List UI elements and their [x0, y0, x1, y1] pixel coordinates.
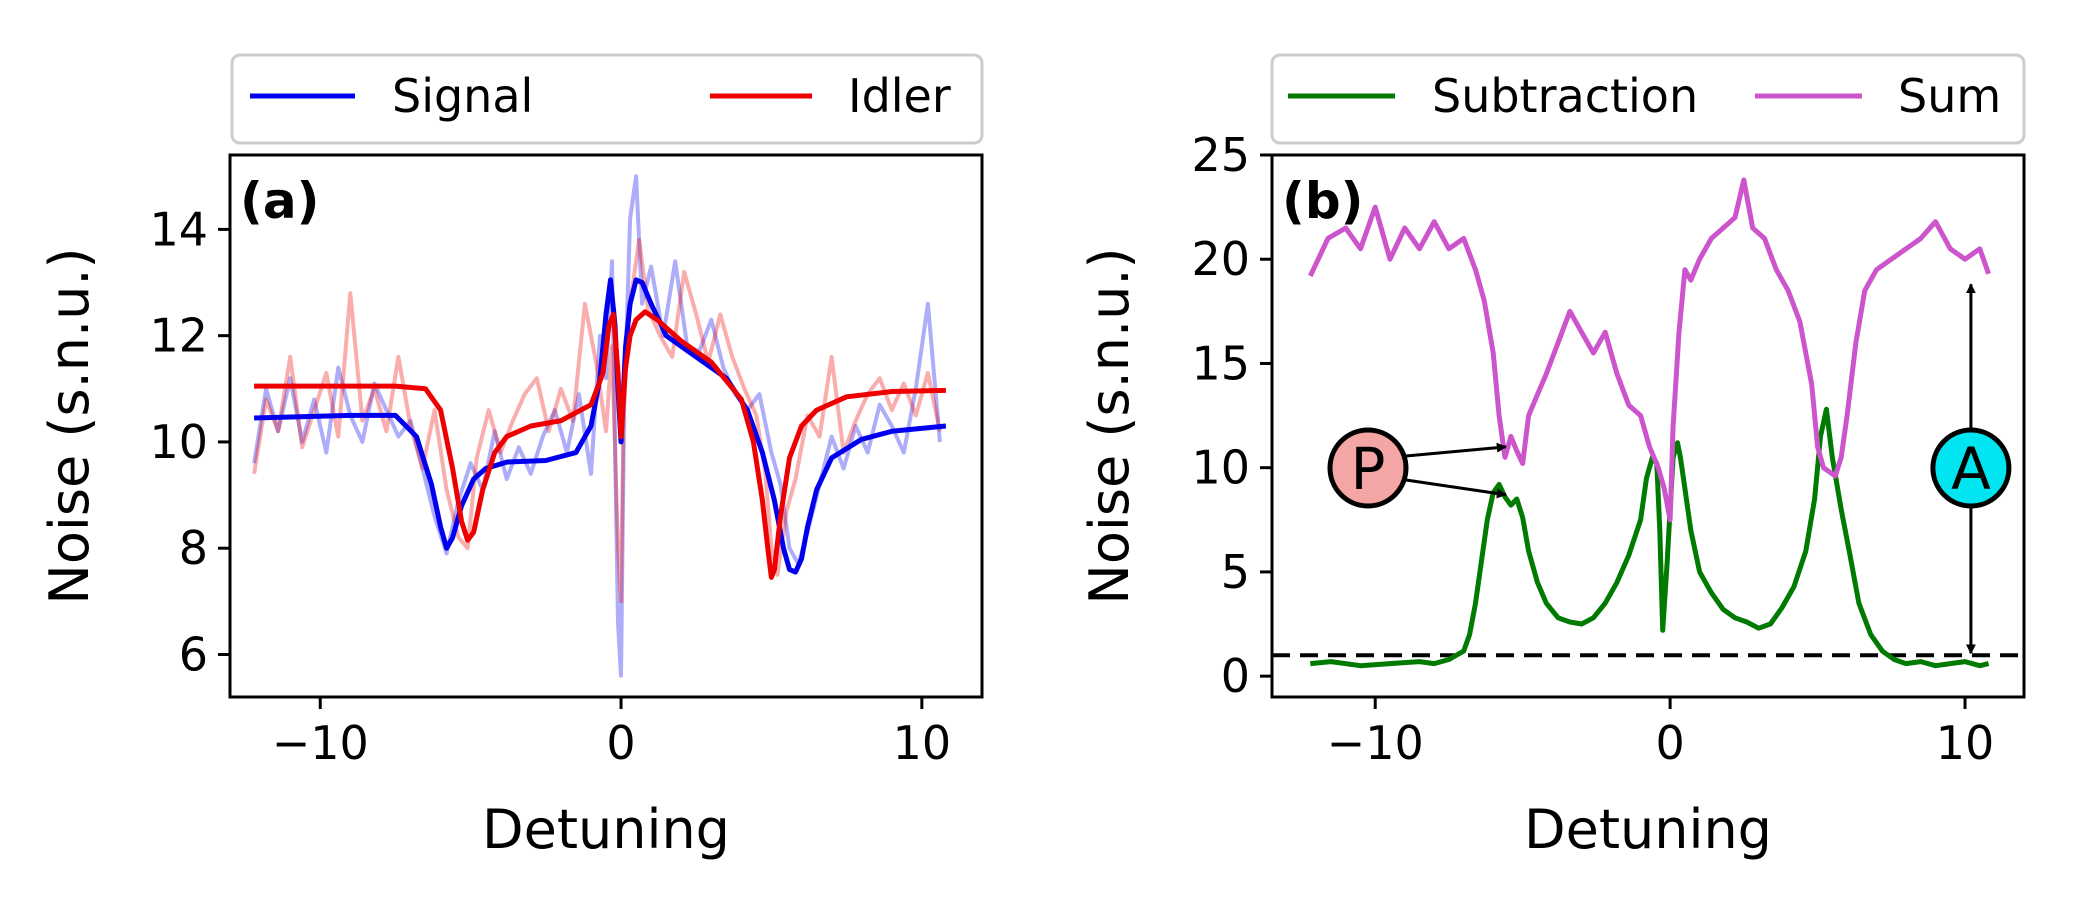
panel-b-axes-frame: [1270, 153, 2026, 699]
panel-b-ticks: −10 0 10 0 5 10 15 20 25: [1191, 128, 1994, 770]
legend-sum-label: Sum: [1898, 69, 2001, 123]
legend-idler-label: Idler: [848, 69, 951, 123]
annotation-a-label: A: [1951, 435, 1991, 503]
panel-a-x-tick-label: 10: [893, 716, 952, 770]
panel-a-x-tick-label: 0: [606, 716, 635, 770]
panel-b-y-tick-label: 10: [1191, 441, 1250, 495]
panel-b-y-tick-label: 25: [1191, 128, 1250, 182]
panel-a-x-tick-label: −10: [272, 716, 369, 770]
panel-a-y-tick-label: 8: [179, 521, 208, 575]
panel-a-series-signal-data: [252, 174, 942, 678]
panel-a-plot-area: [252, 174, 947, 678]
panel-b-y-tick-label: 20: [1191, 232, 1250, 286]
panel-a-legend: Signal Idler: [230, 53, 984, 145]
legend-signal-label: Signal: [392, 69, 533, 123]
legend-subtraction-label: Subtraction: [1432, 69, 1698, 123]
panel-b-y-label: Noise (s.n.u.): [1078, 247, 1141, 604]
panel-a-legend-box: [230, 53, 984, 145]
annotation-p-arrow: [1405, 478, 1507, 499]
panel-b-x-tick-label: 10: [1936, 716, 1995, 770]
annotation-p-circle: [1327, 427, 1409, 509]
panel-b-x-tick-label: −10: [1327, 716, 1424, 770]
panel-a-y-tick-label: 14: [149, 202, 208, 256]
annotation-p-arrow: [1405, 442, 1507, 458]
panel-b-plot-area: [1272, 177, 2024, 669]
panel-b-x-label: Detuning: [1524, 798, 1772, 861]
panel-b-y-tick-label: 5: [1221, 545, 1250, 599]
panel-a-y-label: Noise (s.n.u.): [38, 247, 101, 604]
panel-a-axes-frame: [228, 153, 984, 699]
panel-b-series-sum: [1308, 177, 1991, 523]
panel-b-y-tick-label: 0: [1221, 649, 1250, 703]
annotation-p-label: P: [1351, 435, 1386, 503]
panel-a-series-idler: [254, 309, 946, 580]
panel-b-x-tick-label: 0: [1655, 716, 1684, 770]
panel-b-series-subtraction: [1310, 406, 1990, 669]
panel-b-legend-box: [1270, 53, 2026, 145]
panel-a-y-tick-label: 10: [149, 415, 208, 469]
panel-a-label: (a): [240, 172, 319, 230]
panel-a-y-tick-label: 6: [179, 627, 208, 681]
panel-a-y-tick-label: 12: [149, 309, 208, 363]
panel-b-y-tick-label: 15: [1191, 336, 1250, 390]
panel-a-ticks: −10 0 10 6 8 10 12 14: [149, 202, 951, 770]
annotation-a-circle: [1930, 427, 2012, 509]
panel-a: −10 0 10 6 8 10 12 14 (a) Detuning Noise (s.n.u…: [38, 53, 984, 861]
panel-b-label: (b): [1282, 172, 1364, 230]
panel-a-series-idler-data: [252, 238, 942, 604]
panel-b-legend: Subtraction Sum: [1270, 53, 2026, 145]
panel-a-x-label: Detuning: [482, 798, 730, 861]
